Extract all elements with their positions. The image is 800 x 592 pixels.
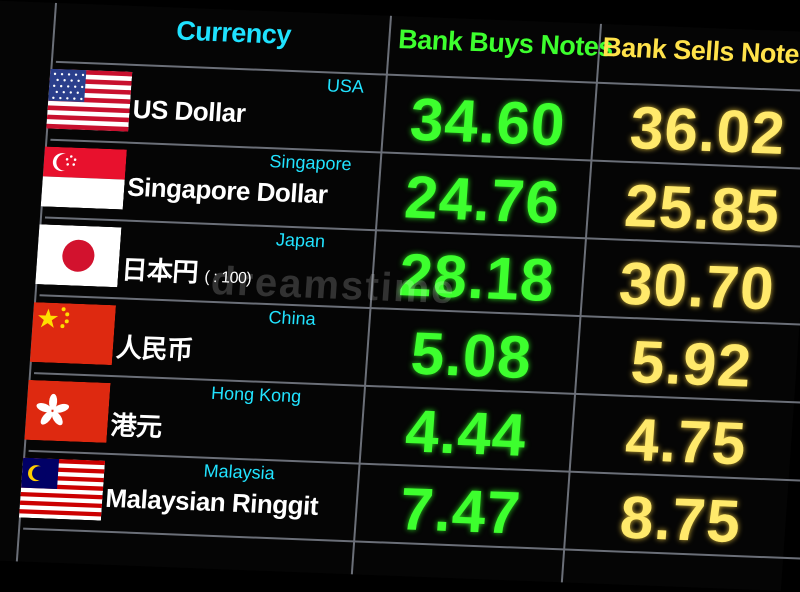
country-label: USA bbox=[326, 75, 365, 97]
currency-name: 人民币 bbox=[115, 332, 194, 366]
currency-name: Malaysian Ringgit bbox=[104, 482, 320, 521]
country-label: Hong Kong bbox=[210, 382, 302, 407]
sell-rate: 36.02 bbox=[627, 94, 788, 167]
china-flag-icon bbox=[29, 302, 117, 366]
currency-name: 港元 bbox=[109, 410, 163, 442]
sell-rate: 25.85 bbox=[622, 171, 783, 245]
malaysia-flag-icon bbox=[18, 457, 106, 521]
singapore-flag-icon bbox=[40, 146, 127, 210]
sell-header: Bank Sells Notes bbox=[601, 31, 800, 70]
hongkong-flag-icon bbox=[24, 379, 111, 443]
buy-rate: 5.08 bbox=[408, 319, 535, 392]
rate-row: 日本円 ( : 100) Japan 28.18 30.70 bbox=[0, 215, 800, 326]
rate-row: US Dollar USA 34.60 36.02 bbox=[0, 60, 800, 171]
rate-row: 港元 Hong Kong 4.44 4.75 bbox=[0, 371, 800, 482]
currency-name: 日本円 ( : 100) bbox=[120, 254, 252, 288]
japan-flag-icon bbox=[35, 224, 122, 288]
currency-header: Currency bbox=[175, 15, 292, 50]
buy-header: Bank Buys Notes bbox=[397, 24, 615, 63]
usa-flag-icon bbox=[46, 68, 133, 132]
sell-rate: 8.75 bbox=[617, 483, 744, 556]
country-label: Singapore bbox=[268, 151, 353, 175]
rate-row: Singapore Dollar Singapore 24.76 25.85 bbox=[0, 138, 800, 249]
sell-rate: 5.92 bbox=[628, 328, 755, 400]
sell-rate: 4.75 bbox=[623, 405, 749, 478]
country-label: Japan bbox=[275, 229, 326, 252]
rate-row: 人民币 China 5.08 5.92 bbox=[0, 293, 800, 404]
buy-rate: 24.76 bbox=[402, 163, 563, 237]
country-label: Malaysia bbox=[202, 460, 276, 484]
rate-row: Malaysian Ringgit Malaysia 7.47 8.75 bbox=[0, 449, 800, 560]
currency-name: US Dollar bbox=[131, 93, 247, 129]
currency-name: Singapore Dollar bbox=[126, 171, 329, 210]
buy-rate: 7.47 bbox=[397, 475, 524, 547]
buy-rate: 34.60 bbox=[407, 85, 568, 159]
country-label: China bbox=[267, 307, 317, 329]
buy-rate: 4.44 bbox=[403, 397, 529, 469]
buy-rate: 28.18 bbox=[397, 241, 557, 314]
sell-rate: 30.70 bbox=[617, 249, 777, 323]
